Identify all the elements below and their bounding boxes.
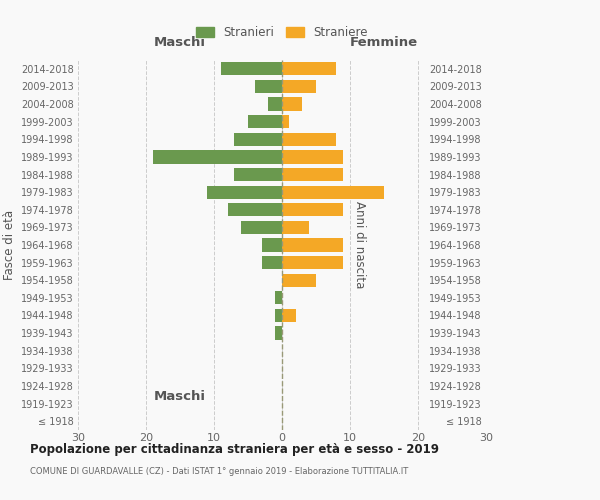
Bar [227, 203, 282, 216]
Bar [282, 256, 343, 269]
Bar [207, 186, 282, 198]
Bar [282, 274, 316, 287]
Bar [282, 80, 316, 93]
Y-axis label: Anni di nascita: Anni di nascita [353, 202, 365, 288]
Bar [262, 256, 282, 269]
Bar [221, 62, 282, 76]
Y-axis label: Fasce di età: Fasce di età [2, 210, 16, 280]
Bar [282, 150, 343, 164]
Text: Femmine: Femmine [350, 36, 418, 49]
Bar [153, 150, 282, 164]
Bar [241, 221, 282, 234]
Bar [235, 132, 282, 146]
Bar [248, 115, 282, 128]
Bar [282, 168, 343, 181]
Bar [275, 309, 282, 322]
Bar [282, 203, 343, 216]
Bar [282, 132, 337, 146]
Text: Maschi: Maschi [154, 36, 206, 49]
Bar [282, 62, 337, 76]
Bar [268, 98, 282, 110]
Bar [282, 309, 296, 322]
Text: COMUNE DI GUARDAVALLE (CZ) - Dati ISTAT 1° gennaio 2019 - Elaborazione TUTTITALI: COMUNE DI GUARDAVALLE (CZ) - Dati ISTAT … [30, 468, 408, 476]
Text: Maschi: Maschi [154, 390, 206, 403]
Bar [255, 80, 282, 93]
Legend: Stranieri, Straniere: Stranieri, Straniere [191, 22, 373, 44]
Bar [275, 326, 282, 340]
Bar [275, 291, 282, 304]
Bar [282, 186, 384, 198]
Bar [282, 98, 302, 110]
Bar [282, 221, 309, 234]
Bar [282, 238, 343, 252]
Text: Popolazione per cittadinanza straniera per età e sesso - 2019: Popolazione per cittadinanza straniera p… [30, 442, 439, 456]
Bar [235, 168, 282, 181]
Bar [262, 238, 282, 252]
Bar [282, 115, 289, 128]
